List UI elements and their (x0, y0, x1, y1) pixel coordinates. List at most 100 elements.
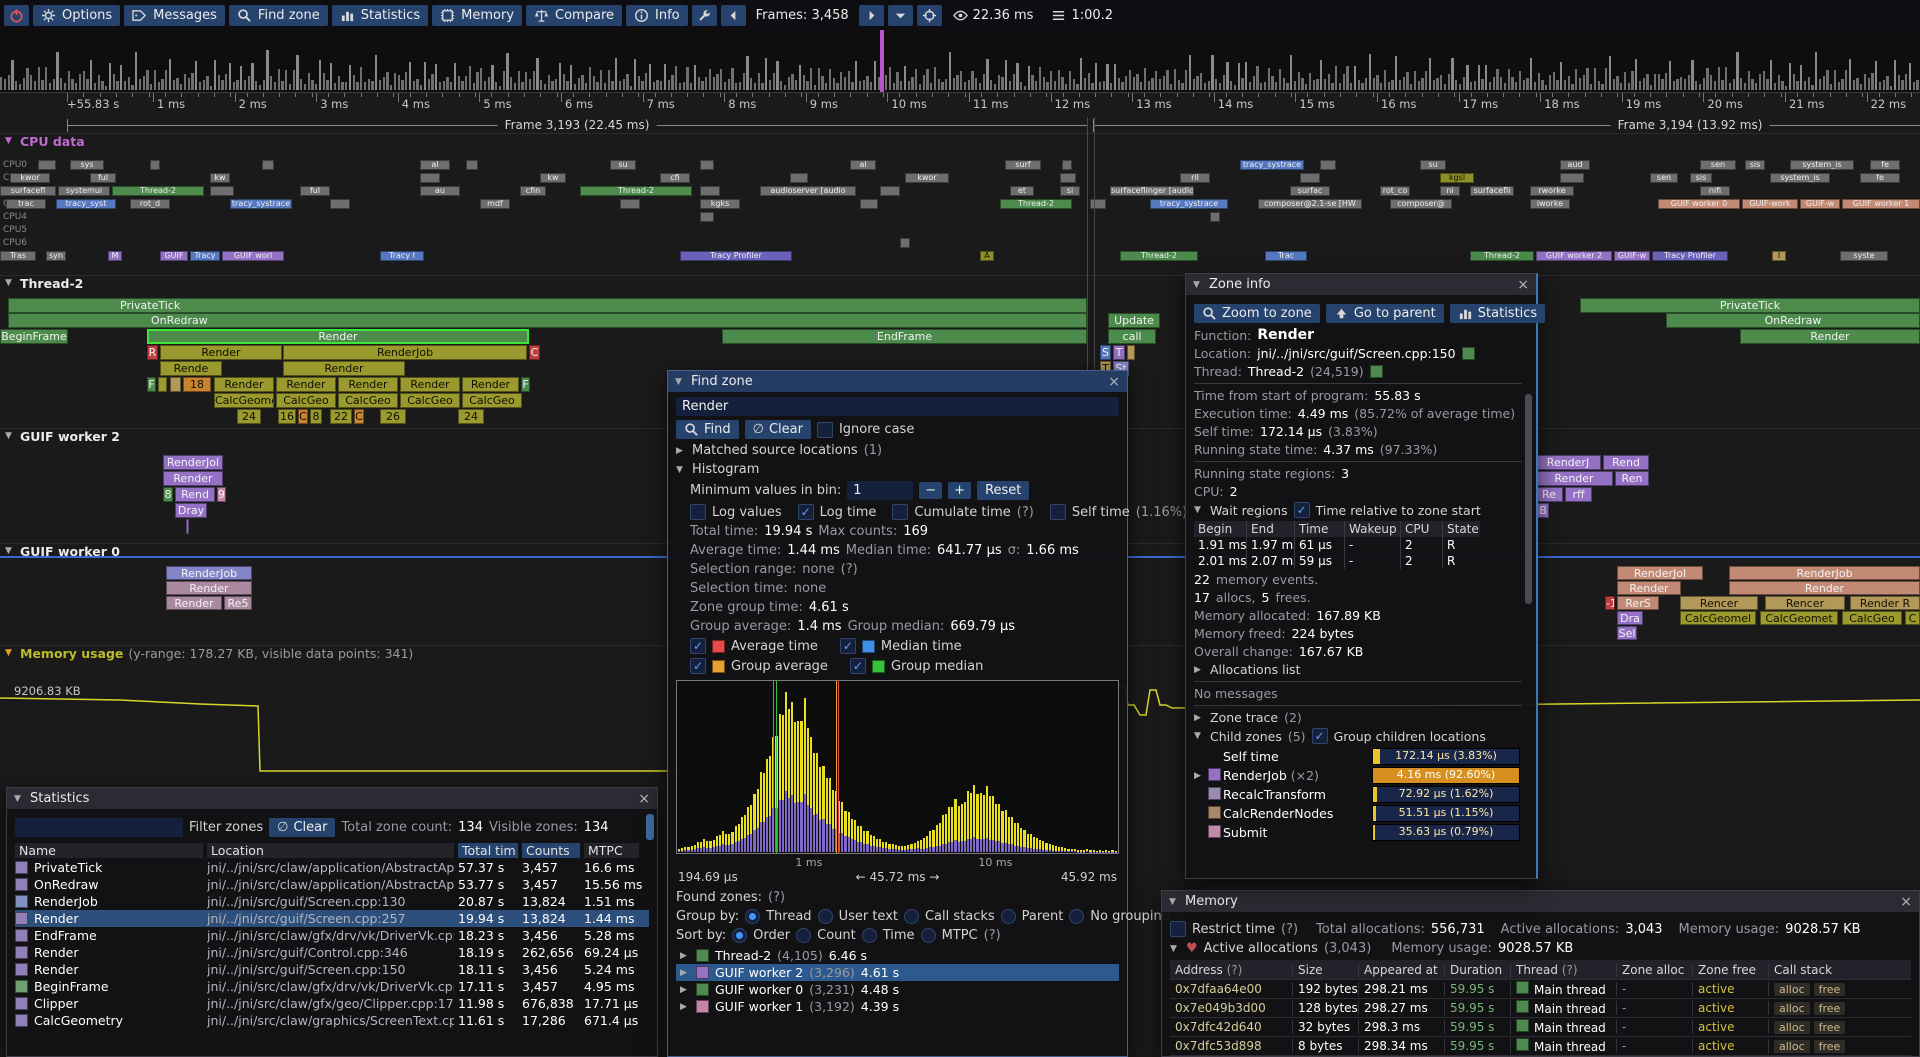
close-icon[interactable]: × (1108, 373, 1120, 390)
checkbox-box[interactable] (1049, 504, 1066, 520)
zone-calcgeo[interactable]: CalcGeo (1842, 611, 1902, 625)
cpu-zone-block[interactable]: surfacefl (0, 186, 56, 196)
cpu-zone-block[interactable] (420, 173, 440, 183)
column-header-duration[interactable]: Duration (1444, 962, 1510, 977)
alloc-callstack-button[interactable]: alloc (1774, 1040, 1810, 1053)
legend-group-median[interactable]: Group median (849, 658, 983, 674)
checkbox-log-time[interactable]: Log time (797, 504, 876, 520)
cpu-zone-block[interactable] (860, 199, 878, 209)
table-row[interactable]: Clipper jni/../jni/src/claw/gfx/geo/Clipp… (15, 995, 649, 1012)
free-callstack-button[interactable]: free (1813, 1040, 1846, 1053)
tools-button[interactable] (691, 4, 717, 26)
zone-render[interactable]: Render (160, 345, 282, 360)
zone-render[interactable]: Render (400, 377, 460, 392)
radio-parent[interactable]: Parent (1000, 909, 1063, 924)
restrict-time-checkbox[interactable] (1170, 921, 1186, 937)
column-header-zone-alloc[interactable]: Zone alloc (1616, 962, 1692, 977)
cpu-zone-block[interactable] (790, 173, 808, 183)
cpu-zone-block[interactable]: Thread-2 (580, 186, 692, 196)
frame-marker-label[interactable]: Frame 3,194 (13.92 ms) (1610, 118, 1770, 132)
cpu-zone-block[interactable]: rworke (1530, 186, 1574, 196)
allocation-row[interactable]: 0x7dfc53d898 8 bytes 298.34 ms 59.95 s Main … (1170, 1037, 1911, 1056)
zone-calcgeo[interactable]: CalcGeo (276, 393, 336, 408)
cpu-zone-block[interactable]: sen (1650, 173, 1678, 183)
cpu-zone-block[interactable]: ful (300, 186, 330, 196)
cpu-zone-block[interactable]: cfi (660, 173, 690, 183)
zone-sel[interactable]: Sel (1617, 626, 1637, 640)
zone-26[interactable]: 26 (380, 409, 406, 424)
zone-f[interactable]: F (147, 377, 156, 392)
zone-block[interactable] (158, 377, 167, 392)
zone--1[interactable]: -1 (1605, 596, 1615, 610)
zone-8[interactable]: 8 (163, 487, 173, 502)
cpu-zone-block[interactable]: nifi (1700, 186, 1730, 196)
group-children-checkbox[interactable] (1311, 728, 1328, 744)
location-value[interactable]: jni/../jni/src/guif/Screen.cpp:150 (1257, 346, 1456, 361)
column-header-appeared-at[interactable]: Appeared at (1358, 962, 1444, 977)
collapse-arrow-icon[interactable]: ▼ (5, 546, 12, 556)
checkbox-self-time[interactable]: Self time (1.16%) (1049, 504, 1187, 520)
cpu-zone-block[interactable] (1060, 173, 1076, 183)
cpu-zone-block[interactable] (900, 238, 910, 248)
zone-group-row[interactable]: ▶ GUIF worker 0 (3,231) 4.48 s (676, 981, 1119, 998)
power-button[interactable] (4, 4, 29, 26)
zone-c[interactable]: C (1905, 611, 1920, 625)
zone-call[interactable]: call (1108, 329, 1156, 344)
cpu-zone-block[interactable]: ni (1440, 186, 1460, 196)
cpu-zone-block[interactable]: rot_co (1380, 186, 1410, 196)
table-row[interactable]: CalcGeometry jni/../jni/src/claw/graphics… (15, 1012, 649, 1029)
zone-renderjol[interactable]: RenderJol (163, 455, 223, 470)
child-zones-header[interactable]: ▼Child zones(5) Group children locations (1194, 728, 1522, 744)
zone-render[interactable]: Render (147, 329, 529, 344)
collapse-arrow-icon[interactable]: ▼ (14, 793, 21, 804)
frame-markers[interactable]: Frame 3,193 (22.45 ms) Frame 3,194 (13.92… (0, 117, 1920, 133)
cpu-zone-block[interactable]: system_is (1770, 173, 1830, 183)
cpu-zone-block[interactable]: GUIF worl (222, 251, 284, 261)
zone-render[interactable]: Render (1535, 471, 1613, 486)
allocations-list-header[interactable]: ▶ Allocations list (1194, 662, 1301, 677)
expand-arrow-icon[interactable]: ▶ (1194, 770, 1201, 781)
table-row[interactable]: RenderJob jni/../jni/src/guif/Screen.cpp:… (15, 893, 649, 910)
zone-calcgeo[interactable]: CalcGeo (462, 393, 522, 408)
child-zone-row[interactable]: RecalcTransform 72.92 µs (1.62%) (1194, 785, 1522, 804)
zone-trace-header[interactable]: ▶ Zone trace (2) (1194, 710, 1302, 725)
zone-s[interactable]: S (1100, 345, 1111, 360)
cpu-zone-block[interactable]: GUIF worker 0 (1658, 199, 1740, 209)
zone-22[interactable]: 22 (330, 409, 352, 424)
table-row[interactable]: Render jni/../jni/src/guif/Screen.cpp:257… (15, 910, 649, 927)
radio-mtpc[interactable]: MTPC (920, 928, 978, 943)
cpu-zone-block[interactable]: surf (1005, 160, 1041, 170)
wait-column-header[interactable]: Time (1294, 521, 1344, 537)
column-header-thread[interactable]: Thread (?) (1510, 962, 1616, 977)
collapse-arrow-icon[interactable]: ▼ (1169, 896, 1176, 907)
zone-c[interactable]: C (354, 409, 364, 424)
zone-calcgeomet[interactable]: CalcGeomet (1760, 611, 1838, 625)
zone-render[interactable]: Render (1617, 581, 1681, 595)
zone-dray[interactable]: Dray (175, 503, 207, 518)
messages-button[interactable]: Messages (124, 4, 225, 26)
cpu-zone-block[interactable] (1210, 212, 1220, 222)
free-callstack-button[interactable]: free (1813, 1002, 1846, 1015)
cpu-zone-block[interactable]: systemui (58, 186, 110, 196)
cpu-zone-block[interactable]: M (108, 251, 122, 261)
zone-privatetick[interactable]: PrivateTick (8, 298, 1087, 313)
matched-source-locations[interactable]: ▶ Matched source locations (1) (676, 443, 883, 458)
cpu-zone-block[interactable]: Thread-2 (1000, 199, 1072, 209)
collapse-arrow-icon[interactable]: ▼ (5, 648, 12, 658)
cpu-zone-block[interactable]: tracy_syst (56, 199, 116, 209)
zone-render[interactable]: Render (163, 471, 223, 486)
cpu-zone-block[interactable]: trac (6, 199, 46, 209)
zone-16[interactable]: 16 (278, 409, 296, 424)
cpu-zone-block[interactable]: Tracy Profiler (680, 251, 792, 261)
wait-column-header[interactable]: End (1246, 521, 1294, 537)
expand-arrow-icon[interactable]: ▶ (680, 984, 687, 995)
zone-renderjob[interactable]: RenderJob (283, 345, 527, 360)
allocation-row[interactable]: 0x7dfc42d640 32 bytes 298.3 ms 59.95 s Main … (1170, 1018, 1911, 1037)
legend-group-average[interactable]: Group average (690, 658, 828, 674)
zone-calcgeomel[interactable]: CalcGeomel (1680, 611, 1756, 625)
frame-set-dropdown-button[interactable] (887, 4, 913, 26)
checkbox-cumulate-time[interactable]: Cumulate time (?) (892, 504, 1034, 520)
column-header-mtpc[interactable]: MTPC (584, 842, 639, 858)
child-zone-row[interactable]: Self time 172.14 µs (3.83%) (1194, 747, 1522, 766)
close-icon[interactable]: × (638, 790, 650, 807)
